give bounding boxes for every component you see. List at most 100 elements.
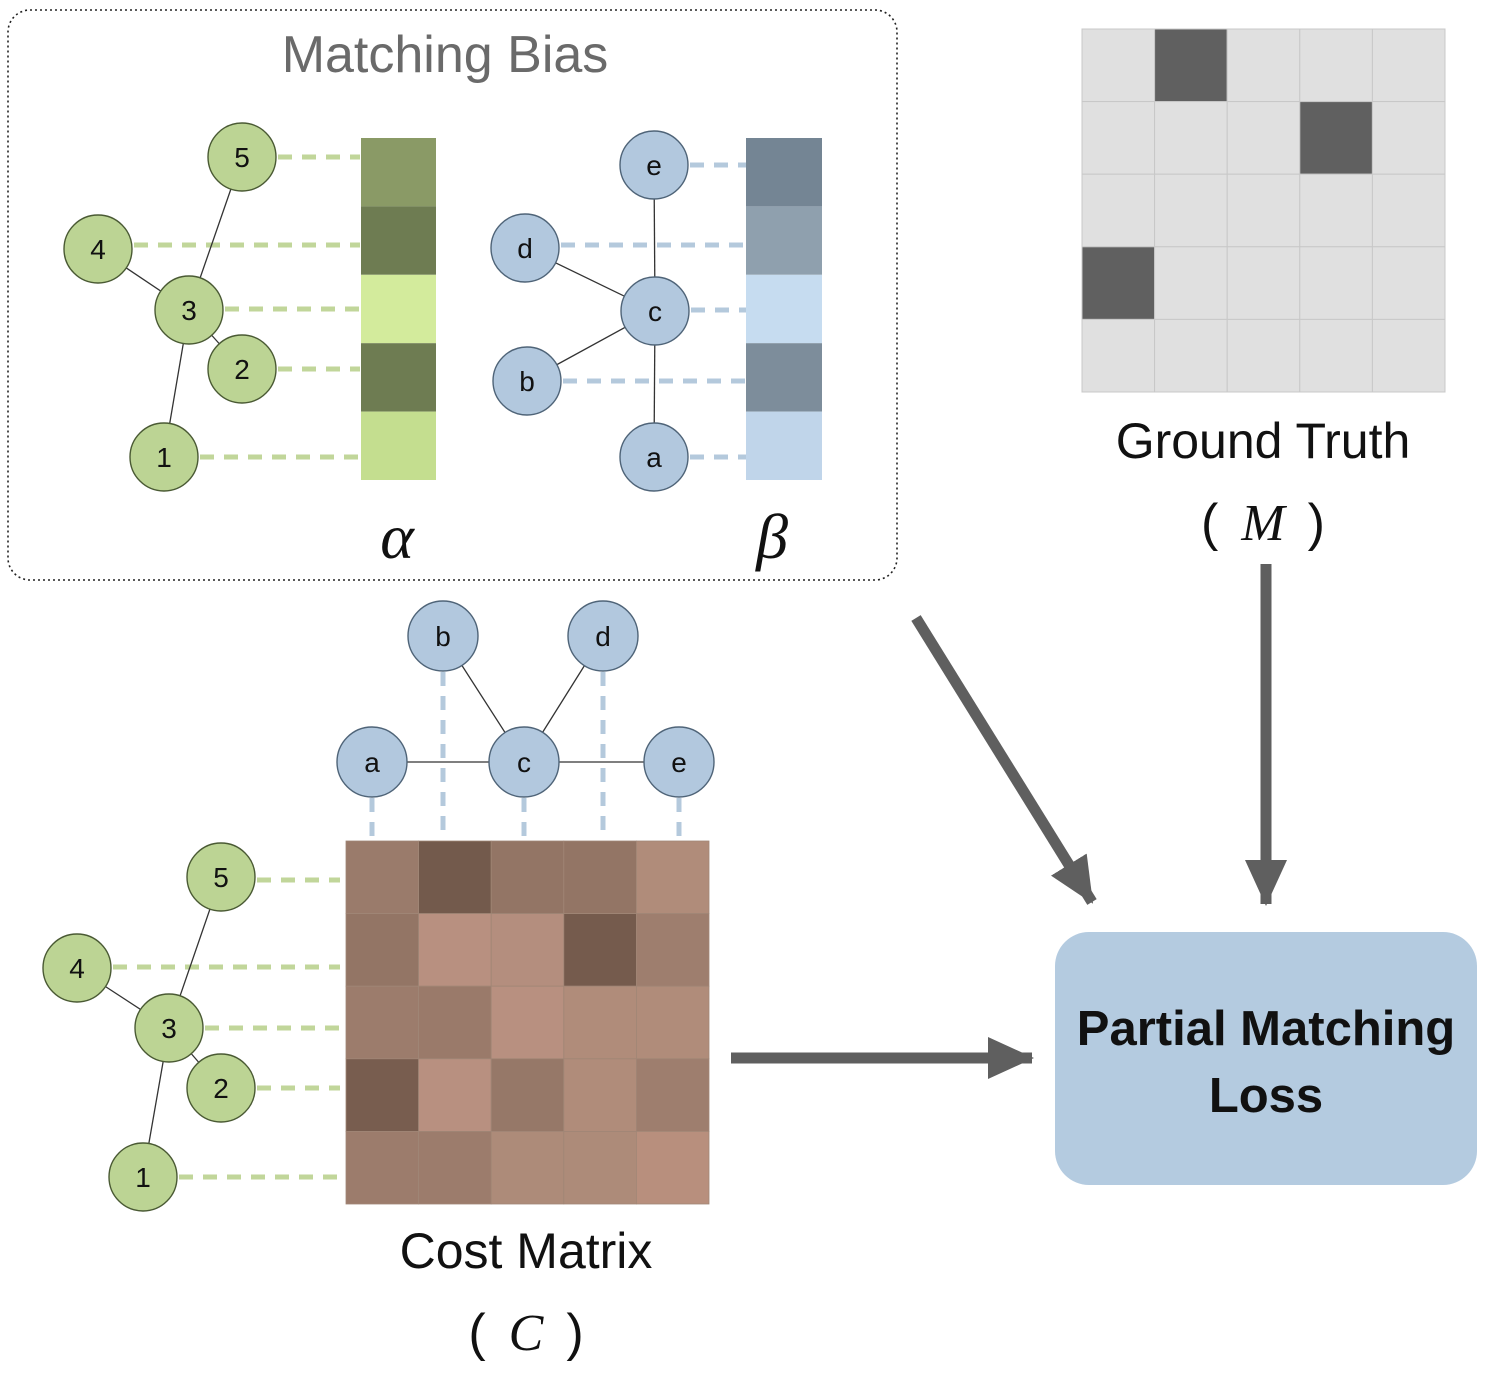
gt-cell-5-3 xyxy=(1226,318,1301,393)
cost-cell-1-5 xyxy=(636,840,710,914)
gt-cell-1-3 xyxy=(1226,28,1301,103)
gt-cell-3-2 xyxy=(1154,173,1228,248)
blue-top-node-c xyxy=(620,276,690,346)
blue-top-node-d xyxy=(490,213,560,283)
matching-bias-panel: Matching Bias 1 2 3 4 5 α a b c d e β xyxy=(7,9,898,581)
blue-bottom-node-e xyxy=(643,726,715,798)
gt-cell-4-5 xyxy=(1371,246,1446,320)
blue-bottom-node-label-e: e xyxy=(671,747,687,778)
gt-symbol: M xyxy=(1240,495,1287,552)
green-bottom-node-2 xyxy=(186,1053,256,1123)
blue-graph-bottom: a b c d e xyxy=(336,600,715,840)
green-graph-top: 1 2 3 4 5 xyxy=(63,122,360,492)
green-top-node-label-2: 2 xyxy=(234,354,250,385)
alpha-vector xyxy=(361,138,436,480)
blue-bottom-node-a xyxy=(336,726,408,798)
cost-cell-4-1 xyxy=(345,1058,419,1132)
green-bottom-node-3 xyxy=(134,993,204,1063)
cost-cell-3-1 xyxy=(345,985,419,1060)
loss-box-line2: Loss xyxy=(1209,1069,1323,1123)
gt-cell-5-5 xyxy=(1371,318,1446,393)
gt-cell-4-1 xyxy=(1081,246,1156,320)
gt-cell-4-3 xyxy=(1226,246,1301,320)
green-top-node-4 xyxy=(63,214,133,284)
cost-cell-5-3 xyxy=(490,1131,565,1205)
green-top-node-label-1: 1 xyxy=(156,442,172,473)
blue-top-node-label-b: b xyxy=(519,366,535,397)
ground-truth-symbol-line: ( M ) xyxy=(1201,494,1325,552)
cost-cell-1-3 xyxy=(490,840,565,914)
cost-cell-4-4 xyxy=(563,1058,637,1132)
beta-cell-4 xyxy=(746,343,822,412)
alpha-cell-1 xyxy=(361,138,436,207)
blue-bottom-node-c xyxy=(488,726,560,798)
blue-bottom-node-label-d: d xyxy=(595,621,611,652)
beta-vector xyxy=(746,138,822,480)
cost-cell-1-4 xyxy=(563,840,637,914)
beta-cell-1 xyxy=(746,138,822,207)
alpha-cell-3 xyxy=(361,274,436,344)
green-bottom-node-1 xyxy=(108,1142,178,1212)
blue-top-node-a xyxy=(619,422,689,492)
partial-matching-loss-box: Partial Matching Loss xyxy=(1055,932,1477,1185)
ground-truth-label: Ground Truth xyxy=(1116,413,1411,469)
green-top-node-1 xyxy=(129,422,199,492)
gt-cell-2-2 xyxy=(1154,101,1228,175)
arrow-bias-to-loss xyxy=(911,615,1097,905)
blue-bottom-node-label-a: a xyxy=(364,747,380,778)
cost-matrix xyxy=(345,840,710,1205)
green-bottom-node-label-1: 1 xyxy=(135,1162,151,1193)
gt-cell-1-4 xyxy=(1299,28,1373,103)
cost-cell-2-1 xyxy=(345,913,419,987)
beta-cell-3 xyxy=(746,274,822,344)
cost-cell-3-2 xyxy=(418,985,492,1060)
cost-cell-4-3 xyxy=(490,1058,565,1132)
gt-cell-2-4 xyxy=(1299,101,1373,175)
gt-cell-2-5 xyxy=(1371,101,1446,175)
cost-cell-1-1 xyxy=(345,840,419,914)
blue-graph-top: a b c d e xyxy=(490,130,746,492)
cost-cell-2-3 xyxy=(490,913,565,987)
blue-top-node-e xyxy=(619,130,689,200)
cost-matrix-symbol-line: ( C ) xyxy=(468,1304,583,1362)
gt-cell-3-4 xyxy=(1299,173,1373,248)
gt-cell-4-2 xyxy=(1154,246,1228,320)
alpha-cell-5 xyxy=(361,411,436,480)
blue-top-node-label-e: e xyxy=(646,150,662,181)
cost-cell-3-3 xyxy=(490,985,565,1060)
loss-box-background xyxy=(1055,932,1477,1185)
cost-cell-2-5 xyxy=(636,913,710,987)
cost-matrix-label: Cost Matrix xyxy=(400,1223,653,1279)
gt-cell-3-3 xyxy=(1226,173,1301,248)
green-bottom-node-5 xyxy=(186,842,256,912)
cost-cell-5-1 xyxy=(345,1131,419,1205)
beta-symbol: β xyxy=(754,501,788,572)
cost-cell-1-2 xyxy=(418,840,492,914)
cost-cell-5-4 xyxy=(563,1131,637,1205)
gt-cell-2-3 xyxy=(1226,101,1301,175)
green-top-node-2 xyxy=(207,334,277,404)
alpha-symbol: α xyxy=(380,501,415,572)
cost-cell-2-2 xyxy=(418,913,492,987)
green-top-node-label-3: 3 xyxy=(181,295,197,326)
cost-cell-3-4 xyxy=(563,985,637,1060)
blue-bottom-node-b xyxy=(407,600,479,672)
cost-cell-4-5 xyxy=(636,1058,710,1132)
green-bottom-node-label-2: 2 xyxy=(213,1073,229,1104)
gt-cell-3-5 xyxy=(1371,173,1446,248)
green-bottom-node-label-4: 4 xyxy=(69,953,85,984)
cm-paren-close: ) xyxy=(566,1304,583,1362)
blue-top-node-b xyxy=(492,346,562,416)
gt-cell-1-5 xyxy=(1371,28,1446,103)
blue-top-node-label-d: d xyxy=(517,233,533,264)
alpha-cell-2 xyxy=(361,206,436,275)
blue-bottom-node-label-c: c xyxy=(517,747,531,778)
cost-cell-5-5 xyxy=(636,1131,710,1205)
beta-cell-5 xyxy=(746,411,822,480)
cost-cell-4-2 xyxy=(418,1058,492,1132)
gt-cell-5-4 xyxy=(1299,318,1373,393)
cm-symbol: C xyxy=(509,1305,545,1362)
green-top-node-label-4: 4 xyxy=(90,234,106,265)
gt-cell-2-1 xyxy=(1081,101,1156,175)
